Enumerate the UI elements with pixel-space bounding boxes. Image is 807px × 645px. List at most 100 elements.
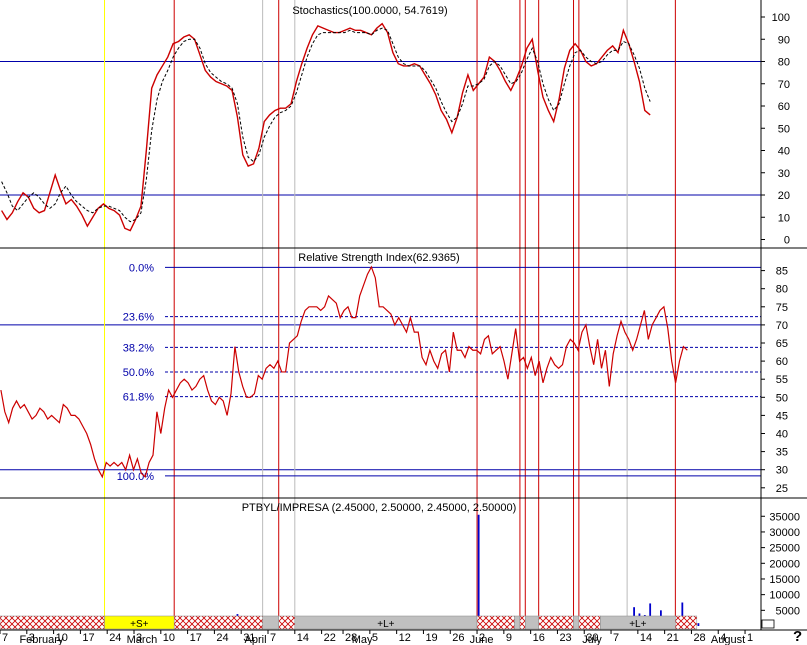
rsi-panel: 0.0% 23.6% 38.2% 50.0% 61.8% 100.0% 25 30 35 40 4… bbox=[0, 248, 788, 498]
signal-band-label: +L+ bbox=[377, 619, 394, 630]
y-tick-label: 10000 bbox=[769, 590, 800, 602]
y-tick-label: 90 bbox=[778, 34, 790, 46]
x-day-label: 10 bbox=[163, 632, 175, 644]
rsi-event-lines bbox=[104, 248, 676, 498]
y-tick-label: 30 bbox=[778, 168, 790, 180]
rsi-title: Relative Strength Index(62.9365) bbox=[298, 252, 459, 264]
stoch-k-line bbox=[1, 22, 651, 232]
x-month-label: March bbox=[127, 634, 158, 645]
y-tick-label: 40 bbox=[778, 146, 790, 158]
y-tick-label: 100 bbox=[772, 12, 790, 24]
y-tick-label: 50 bbox=[776, 392, 788, 404]
x-day-label: 28 bbox=[693, 632, 705, 644]
y-tick-label: 60 bbox=[778, 101, 790, 113]
y-tick-label: 0 bbox=[784, 235, 790, 247]
x-day-label: 14 bbox=[297, 632, 309, 644]
x-day-label: 9 bbox=[506, 632, 512, 644]
y-tick-label: 65 bbox=[776, 338, 788, 350]
x-month-label: June bbox=[470, 634, 494, 645]
y-tick-label: 85 bbox=[776, 266, 788, 278]
y-tick-label: 70 bbox=[776, 320, 788, 332]
rsi-fib-levels: 0.0% 23.6% 38.2% 50.0% 61.8% 100.0% bbox=[117, 262, 761, 483]
signal-band bbox=[538, 615, 574, 630]
y-tick-label: 25000 bbox=[769, 543, 800, 555]
x-day-label: 28 bbox=[345, 632, 357, 644]
signal-band bbox=[525, 615, 539, 630]
stoch-event-lines bbox=[104, 0, 676, 248]
signal-band bbox=[173, 615, 263, 630]
date-x-axis: 7 3 10 17 24 3 10 17 24 31 7 14 22 28 5 12 19 26 2 9 16 23 30 7… bbox=[0, 630, 753, 645]
y-tick-label: 40 bbox=[776, 429, 788, 441]
x-day-label: 7 bbox=[270, 632, 276, 644]
volume-title: PTBYL/IMPRESA (2.45000, 2.50000, 2.45000… bbox=[242, 502, 517, 514]
x-day-label: 1 bbox=[747, 632, 753, 644]
volume-event-lines bbox=[104, 498, 676, 616]
rsi-line bbox=[0, 265, 688, 479]
y-tick-label: 35 bbox=[776, 447, 788, 459]
x-month-label: February bbox=[19, 634, 64, 645]
x-day-label: 17 bbox=[82, 632, 94, 644]
y-tick-label: 15000 bbox=[769, 574, 800, 586]
x-day-label: 17 bbox=[190, 632, 202, 644]
x-day-label: 12 bbox=[399, 632, 411, 644]
stoch-level-lines bbox=[0, 61, 761, 196]
signal-band bbox=[675, 615, 698, 630]
x-day-label: 26 bbox=[452, 632, 464, 644]
signal-band bbox=[573, 615, 580, 630]
x-day-label: 3 bbox=[136, 632, 142, 644]
x-day-label: 24 bbox=[109, 632, 121, 644]
x-day-label: 3 bbox=[29, 632, 35, 644]
y-tick-label: 30 bbox=[776, 465, 788, 477]
x-day-label: 7 bbox=[613, 632, 619, 644]
stoch-y-axis: 0 10 20 30 40 50 60 70 80 90 100 bbox=[761, 12, 790, 247]
x-day-label: 30 bbox=[586, 632, 598, 644]
y-tick-label: 25 bbox=[776, 483, 788, 495]
signal-band-label: +S+ bbox=[130, 619, 149, 630]
y-tick-label: 80 bbox=[776, 284, 788, 296]
x-day-label: 4 bbox=[720, 632, 726, 644]
panel-frames bbox=[0, 0, 807, 631]
volume-bars bbox=[0, 514, 700, 626]
y-tick-label: 70 bbox=[778, 79, 790, 91]
corner-help-text: ? bbox=[793, 628, 802, 645]
y-tick-label: 50 bbox=[778, 123, 790, 135]
stochastics-panel: 0 10 20 30 40 50 60 70 80 90 100 Stochastics(100.0… bbox=[0, 0, 790, 248]
scale-marker bbox=[761, 619, 775, 629]
x-day-label: 23 bbox=[559, 632, 571, 644]
x-day-label: 24 bbox=[216, 632, 228, 644]
x-day-label: 16 bbox=[533, 632, 545, 644]
x-month-label: April bbox=[245, 634, 267, 645]
signal-band bbox=[514, 615, 521, 630]
volume-y-axis: 5000 10000 15000 20000 25000 30000 35000 bbox=[761, 511, 800, 617]
fib-level-label: 38.2% bbox=[123, 342, 154, 354]
y-tick-label: 35000 bbox=[769, 511, 800, 523]
volume-panel: 5000 10000 15000 20000 25000 30000 35000 PTBYL… bbox=[0, 498, 800, 630]
fib-level-label: 0.0% bbox=[129, 262, 154, 274]
y-tick-label: 55 bbox=[776, 374, 788, 386]
y-tick-label: 10 bbox=[778, 212, 790, 224]
y-tick-label: 75 bbox=[776, 302, 788, 314]
fib-level-label: 100.0% bbox=[117, 471, 155, 483]
y-tick-label: 45 bbox=[776, 410, 788, 422]
x-day-label: 14 bbox=[640, 632, 652, 644]
stoch-d-line bbox=[1, 27, 651, 223]
rsi-series bbox=[0, 265, 688, 479]
x-day-label: 19 bbox=[425, 632, 437, 644]
x-day-label: 2 bbox=[479, 632, 485, 644]
x-day-label: 22 bbox=[324, 632, 336, 644]
x-day-label: 7 bbox=[2, 632, 8, 644]
x-day-label: 21 bbox=[667, 632, 679, 644]
x-day-label: 31 bbox=[243, 632, 255, 644]
y-tick-label: 80 bbox=[778, 57, 790, 69]
y-tick-label: 20 bbox=[778, 190, 790, 202]
fib-level-label: 23.6% bbox=[123, 312, 154, 324]
stoch-series bbox=[1, 22, 651, 232]
signal-band bbox=[476, 615, 515, 630]
rsi-y-axis: 25 30 35 40 45 50 55 60 65 70 75 80 85 bbox=[761, 266, 788, 495]
fib-level-label: 61.8% bbox=[123, 392, 154, 404]
signal-band bbox=[262, 615, 279, 630]
signal-band-strip: +S+ +L+ +L+ bbox=[0, 615, 698, 630]
signal-band bbox=[519, 615, 526, 630]
signal-band bbox=[278, 615, 296, 630]
